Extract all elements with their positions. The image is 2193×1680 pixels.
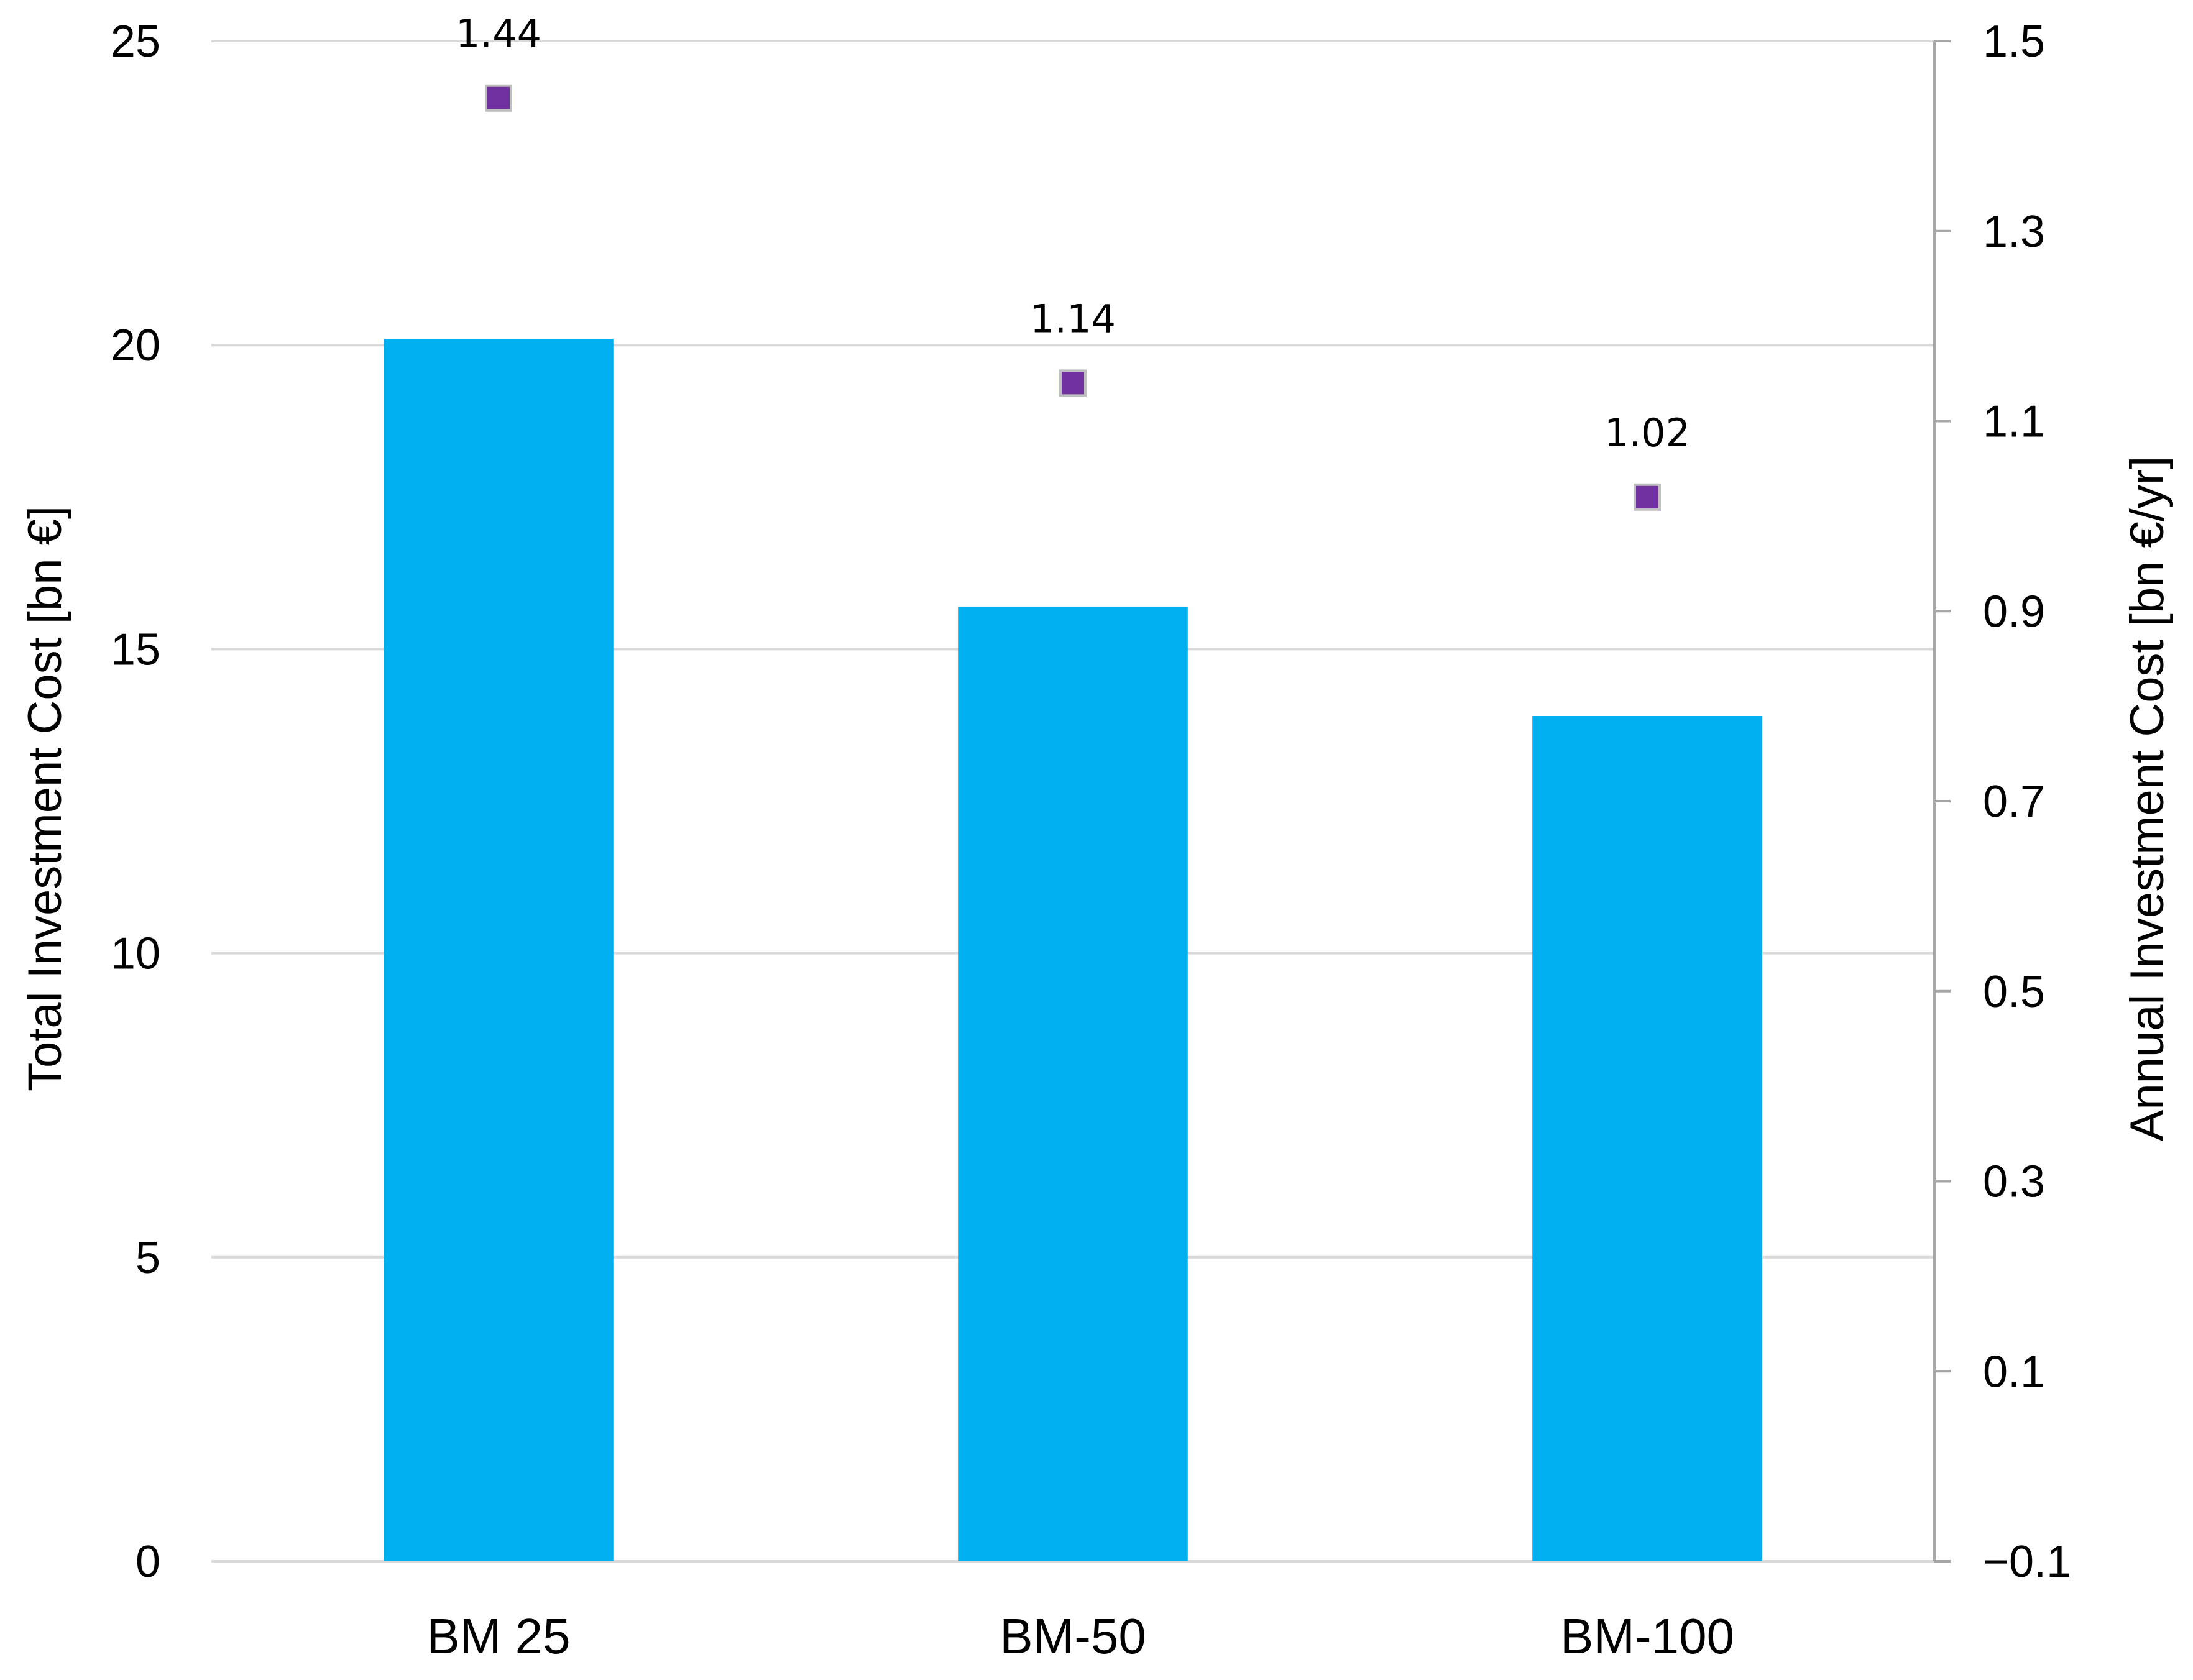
left-tick-label: 5 bbox=[136, 1233, 160, 1283]
right-tick-label: 0.9 bbox=[1983, 587, 2045, 636]
right-tick-label: 0.5 bbox=[1983, 967, 2045, 1017]
left-tick-label: 15 bbox=[111, 625, 160, 674]
data-label: 1.44 bbox=[456, 11, 541, 57]
left-axis-ticks: 0 5 10 15 20 25 bbox=[111, 17, 160, 1587]
right-axis: −0.1 0.1 0.3 0.5 0.7 0.9 1.1 1.3 1.5 bbox=[1933, 17, 2071, 1587]
category-labels: BM 25 BM-50 BM-100 bbox=[426, 1609, 1734, 1664]
bar bbox=[958, 606, 1188, 1561]
left-tick-label: 25 bbox=[111, 17, 160, 67]
right-tick-label: 0.3 bbox=[1983, 1157, 2045, 1207]
bar-series bbox=[384, 339, 1762, 1561]
marker-series: 1.44 1.14 1.02 bbox=[456, 11, 1690, 511]
right-tick-label: 1.3 bbox=[1983, 207, 2045, 257]
right-tick-label: 1.1 bbox=[1983, 397, 2045, 447]
right-tick-label: 1.5 bbox=[1983, 17, 2045, 67]
data-point-marker bbox=[485, 84, 512, 112]
left-tick-label: 10 bbox=[111, 929, 160, 979]
data-point-marker bbox=[1059, 369, 1087, 397]
right-axis-title: Annual Investment Cost [bn €/yr] bbox=[2121, 456, 2174, 1142]
left-tick-label: 0 bbox=[136, 1537, 160, 1587]
category-label: BM-100 bbox=[1560, 1609, 1734, 1664]
data-point-marker bbox=[1634, 483, 1661, 511]
data-label: 1.02 bbox=[1604, 410, 1690, 456]
right-tick-label: 0.7 bbox=[1983, 777, 2045, 827]
data-label: 1.14 bbox=[1030, 296, 1116, 341]
right-tick-label: −0.1 bbox=[1983, 1537, 2071, 1587]
left-axis-title: Total Investment Cost [bn €] bbox=[19, 506, 71, 1091]
category-label: BM-50 bbox=[1000, 1609, 1146, 1664]
bar bbox=[384, 339, 614, 1561]
bar bbox=[1532, 716, 1762, 1561]
left-tick-label: 20 bbox=[111, 321, 160, 370]
category-label: BM 25 bbox=[426, 1609, 570, 1664]
right-tick-label: 0.1 bbox=[1983, 1347, 2045, 1397]
